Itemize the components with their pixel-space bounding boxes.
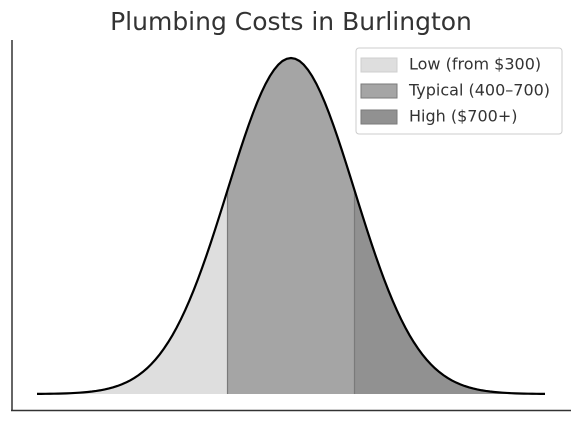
legend-label: Typical (400–700) xyxy=(408,81,550,100)
legend-swatch xyxy=(360,83,398,99)
density-region xyxy=(227,58,355,394)
legend: Low (from $300) Typical (400–700) High ($7… xyxy=(355,47,563,135)
legend-label: Low (from $300) xyxy=(409,55,541,74)
legend-swatch xyxy=(360,109,398,125)
legend-frame xyxy=(355,47,563,135)
density-curve xyxy=(36,56,546,395)
density-region xyxy=(354,190,545,394)
legend-swatch xyxy=(360,57,398,73)
chart-title: Plumbing Costs in Burlington xyxy=(110,7,472,36)
density-region xyxy=(37,190,228,394)
legend-label: High ($700+) xyxy=(409,107,517,126)
